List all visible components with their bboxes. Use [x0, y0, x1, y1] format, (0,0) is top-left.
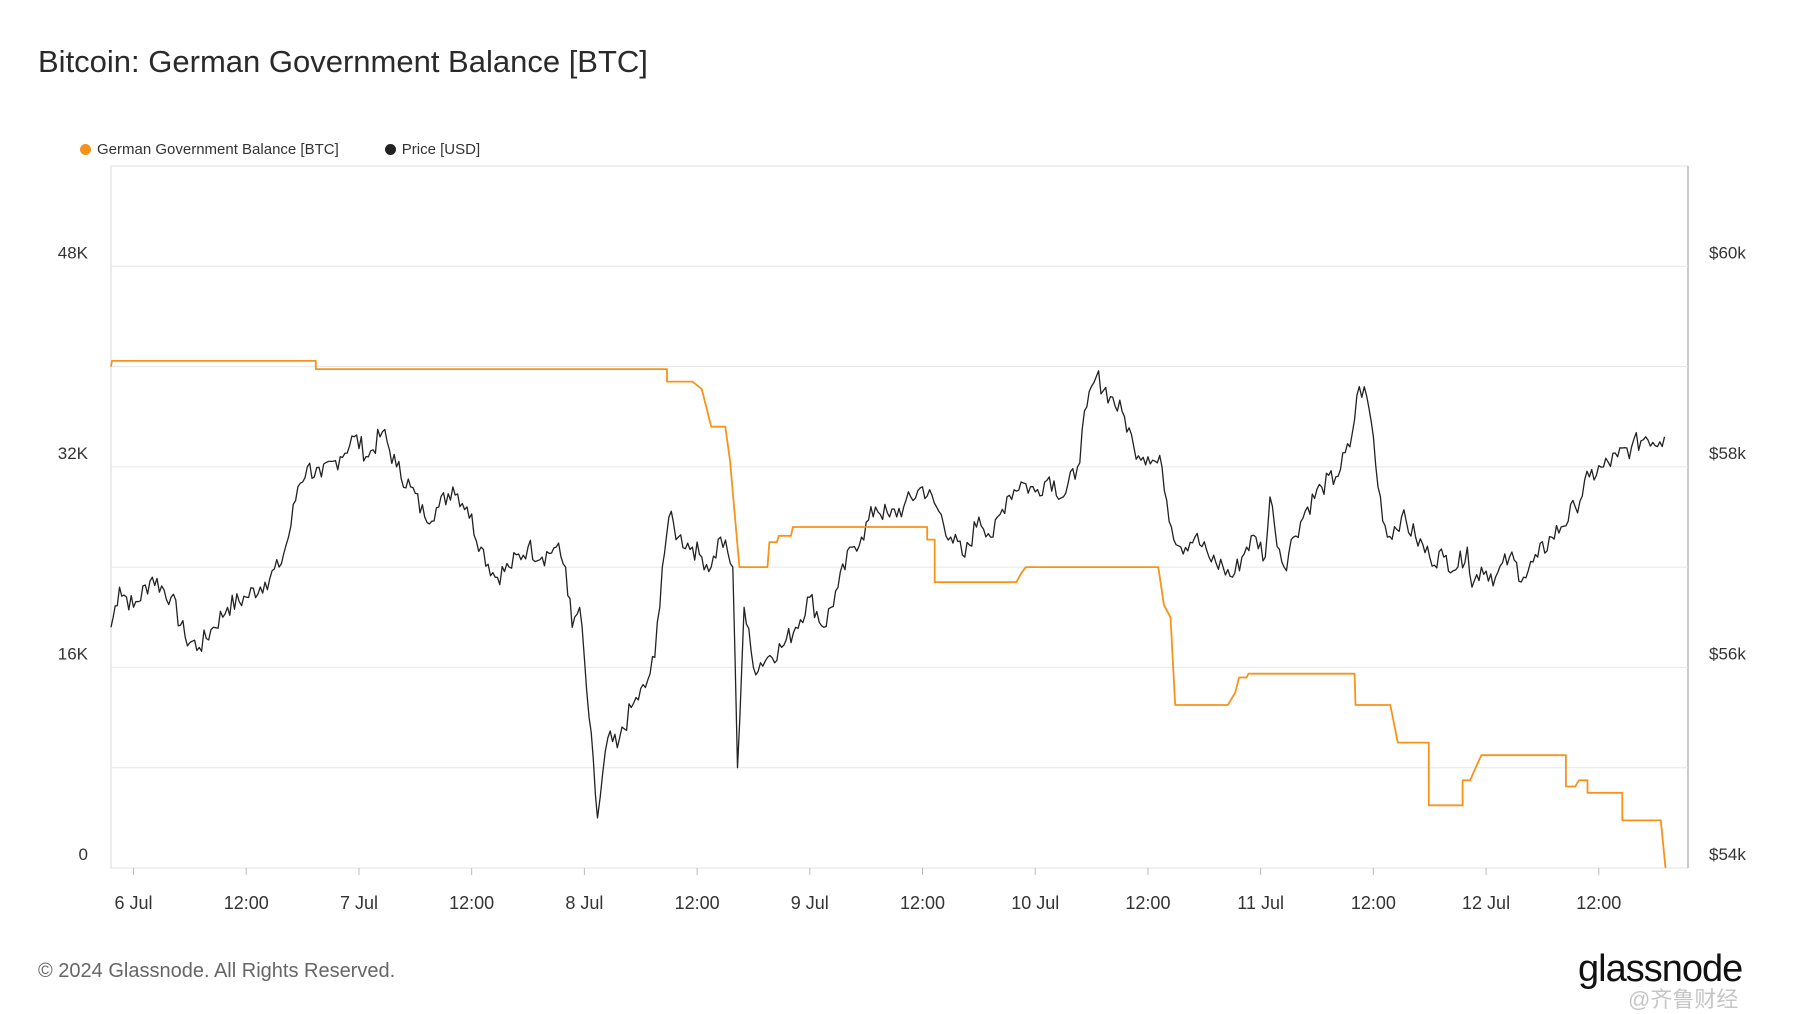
legend-label-balance: German Government Balance [BTC]	[97, 141, 339, 158]
left-tick-label: 32K	[58, 444, 89, 463]
x-tick-label: 12:00	[1576, 893, 1621, 913]
watermark: @齐鲁财经	[1628, 987, 1739, 1012]
x-tick-label: 12:00	[675, 893, 720, 913]
right-tick-label: $56k	[1709, 644, 1746, 663]
x-tick-label: 9 Jul	[791, 893, 829, 913]
x-tick-label: 12:00	[1351, 893, 1396, 913]
x-tick-label: 12:00	[449, 893, 494, 913]
legend-dot-price	[384, 144, 396, 155]
right-tick-label: $58k	[1709, 444, 1746, 463]
right-tick-label: $54k	[1709, 845, 1746, 864]
legend: German Government Balance [BTC] Price [U…	[80, 141, 480, 158]
x-tick-label: 12:00	[900, 893, 945, 913]
legend-label-price: Price [USD]	[401, 141, 481, 158]
legend-item-balance[interactable]: German Government Balance [BTC]	[80, 141, 339, 158]
x-tick-label: 12:00	[1125, 893, 1170, 913]
legend-item-price[interactable]: Price [USD]	[384, 141, 481, 158]
right-tick-label: $60k	[1709, 243, 1746, 262]
x-tick-label: 7 Jul	[340, 893, 378, 913]
glassnode-logo: glassnode	[1578, 948, 1743, 990]
balance-series-line	[110, 360, 1667, 869]
left-tick-label: 16K	[58, 644, 89, 663]
x-tick-label: 6 Jul	[115, 893, 153, 913]
price-series-line	[110, 370, 1666, 819]
x-tick-label: 12:00	[224, 893, 269, 913]
x-tick-label: 12 Jul	[1462, 893, 1510, 913]
left-tick-label: 0	[79, 845, 88, 864]
chart-title: Bitcoin: German Government Balance [BTC]	[38, 44, 648, 79]
left-tick-label: 48K	[58, 243, 89, 262]
legend-dot-balance	[80, 144, 91, 155]
copyright-footer: © 2024 Glassnode. All Rights Reserved.	[38, 960, 396, 982]
x-tick-label: 11 Jul	[1237, 893, 1284, 913]
plot-border	[110, 165, 1689, 869]
x-tick-label: 10 Jul	[1011, 893, 1059, 913]
x-tick-label: 8 Jul	[565, 893, 603, 913]
